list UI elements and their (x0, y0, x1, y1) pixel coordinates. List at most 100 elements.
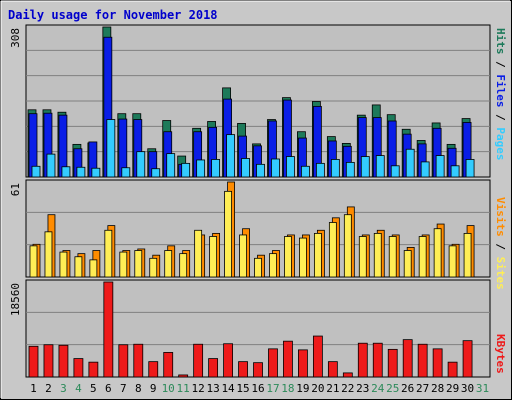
x-tick-label-day-1: 1 (30, 382, 37, 395)
x-tick-label-day-19: 19 (296, 382, 309, 395)
x-tick-label-day-18: 18 (281, 382, 294, 395)
bar-pages-day-11 (181, 162, 191, 178)
bar-pages-day-16 (256, 163, 265, 178)
legend-separator: / (494, 108, 507, 128)
legend-files: Files (494, 74, 507, 107)
bar-pages-day-28 (435, 155, 445, 178)
chart-title: Daily usage for November 2018 (8, 8, 218, 22)
bar-sites-day-29 (448, 245, 457, 278)
bar-sites-day-27 (418, 236, 427, 278)
bar-sites-day-16 (254, 257, 262, 278)
bar-sites-day-28 (433, 228, 442, 278)
bar-kbytes-day-8 (133, 343, 144, 378)
x-tick-label-day-28: 28 (431, 382, 444, 395)
x-tick-label-day-23: 23 (356, 382, 369, 395)
bar-pages-day-7 (121, 167, 131, 178)
bar-kbytes-day-30 (462, 340, 473, 378)
x-tick-label-day-14: 14 (221, 382, 235, 395)
legend-visits-sites: Visits / Sites (494, 197, 507, 290)
bar-kbytes-day-7 (118, 344, 129, 378)
bar-sites-day-18 (284, 236, 292, 278)
bar-sites-day-9 (149, 257, 158, 278)
bar-kbytes-day-9 (148, 361, 159, 378)
bar-pages-day-19 (301, 165, 310, 178)
bar-kbytes-day-2 (43, 344, 54, 378)
y-max-label-kbytes: 18560 (9, 283, 22, 316)
bar-pages-day-6 (106, 119, 116, 178)
bar-kbytes-day-6 (103, 281, 114, 378)
bar-sites-day-21 (328, 222, 337, 278)
bar-sites-day-24 (373, 232, 382, 278)
bar-pages-day-14 (226, 134, 235, 178)
legend-visits: Visits (494, 197, 507, 237)
bar-pages-day-8 (136, 151, 146, 178)
legend-separator: / (494, 55, 507, 75)
y-max-label-visits-sites: 61 (9, 183, 22, 196)
bar-kbytes-day-12 (193, 343, 204, 378)
bar-sites-day-20 (313, 232, 322, 278)
x-tick-label-day-4: 4 (75, 382, 82, 395)
x-tick-label-day-16: 16 (251, 382, 264, 395)
x-tick-label-day-22: 22 (341, 382, 354, 395)
legend-separator: / (494, 237, 507, 257)
bar-pages-day-9 (151, 168, 161, 178)
x-tick-label-day-21: 21 (326, 382, 339, 395)
bar-sites-day-6 (104, 229, 113, 278)
bar-sites-day-14 (224, 190, 232, 278)
legend-hits-files-pages: Hits / Files / Pages (494, 28, 507, 161)
legend-hits: Hits (494, 28, 507, 55)
bar-sites-day-11 (179, 253, 188, 278)
bar-sites-day-10 (164, 250, 173, 278)
x-tick-label-day-9: 9 (150, 382, 157, 395)
bar-sites-day-17 (269, 253, 277, 278)
bar-sites-day-13 (209, 236, 218, 278)
legend-pages: Pages (494, 127, 507, 160)
bar-sites-day-12 (194, 229, 203, 278)
bar-sites-day-30 (463, 232, 472, 278)
bar-pages-day-26 (405, 148, 415, 178)
bar-pages-day-15 (241, 158, 250, 178)
bar-sites-day-22 (343, 214, 352, 278)
bar-pages-day-27 (420, 161, 430, 178)
bar-kbytes-day-29 (447, 361, 458, 378)
bar-kbytes-day-17 (268, 348, 278, 378)
x-tick-label-day-24: 24 (371, 382, 385, 395)
bar-pages-day-29 (450, 165, 460, 178)
bar-sites-day-4 (74, 256, 83, 278)
bar-kbytes-day-16 (253, 362, 263, 378)
bar-kbytes-day-19 (298, 349, 308, 378)
x-tick-label-day-5: 5 (90, 382, 97, 395)
bar-kbytes-day-1 (28, 345, 39, 378)
bar-kbytes-day-5 (88, 361, 99, 378)
bar-kbytes-day-20 (312, 335, 323, 378)
bar-sites-day-5 (89, 259, 98, 278)
bar-kbytes-day-25 (387, 348, 398, 378)
bar-kbytes-day-11 (178, 374, 189, 378)
bar-kbytes-day-3 (58, 344, 69, 378)
bar-kbytes-day-22 (342, 372, 353, 378)
bar-pages-day-2 (46, 153, 56, 178)
bar-kbytes-day-23 (357, 342, 368, 378)
x-tick-label-day-2: 2 (45, 382, 52, 395)
bar-pages-day-5 (91, 167, 101, 178)
bar-kbytes-day-14 (223, 343, 233, 378)
bar-sites-day-7 (119, 251, 128, 278)
bar-kbytes-day-27 (417, 343, 428, 378)
x-tick-label-day-17: 17 (266, 382, 279, 395)
bar-pages-day-25 (390, 165, 400, 178)
bar-kbytes-day-24 (372, 342, 383, 378)
bar-pages-day-21 (330, 159, 340, 178)
bar-kbytes-day-15 (238, 361, 248, 378)
bar-pages-day-3 (61, 166, 71, 178)
bar-kbytes-day-10 (163, 352, 174, 378)
bar-sites-day-23 (358, 236, 367, 278)
x-tick-label-day-15: 15 (236, 382, 249, 395)
bar-kbytes-day-13 (208, 358, 219, 378)
bar-pages-day-1 (31, 165, 41, 178)
bar-pages-day-13 (211, 159, 221, 178)
bar-pages-day-24 (375, 155, 385, 178)
x-tick-label-day-13: 13 (206, 382, 219, 395)
bar-kbytes-day-28 (432, 348, 443, 378)
